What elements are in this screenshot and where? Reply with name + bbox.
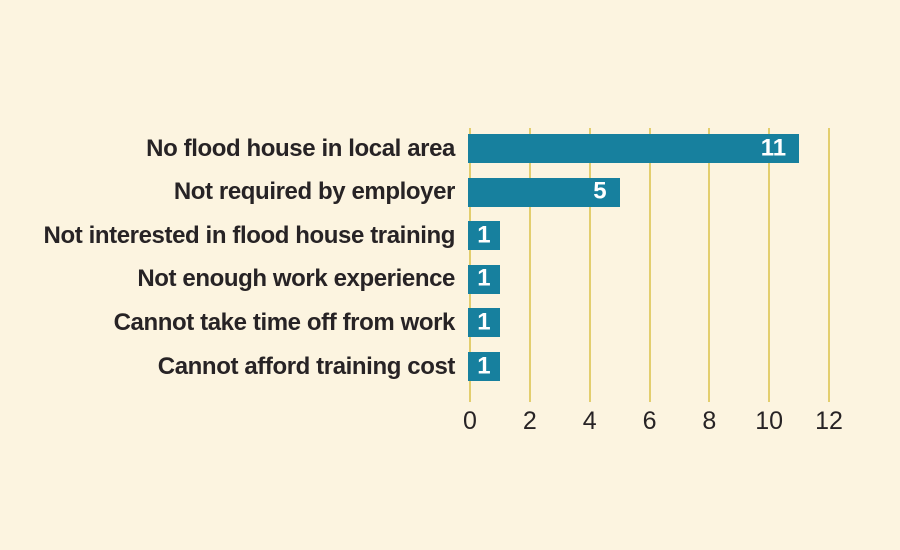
bar-value-label: 1 bbox=[477, 352, 491, 380]
bar: 1 bbox=[468, 352, 500, 381]
gridline bbox=[528, 128, 531, 402]
category-label: Not required by employer bbox=[173, 178, 456, 206]
x-tick-label: 10 bbox=[755, 407, 784, 435]
gridline bbox=[768, 128, 771, 402]
gridline bbox=[708, 128, 711, 402]
category-label: Not enough work experience bbox=[137, 265, 455, 293]
x-tick-label: 0 bbox=[463, 407, 477, 435]
bar: 11 bbox=[468, 134, 800, 163]
category-label: No flood house in local area bbox=[146, 134, 455, 162]
bar: 1 bbox=[468, 308, 500, 338]
bar-value-label: 5 bbox=[593, 177, 607, 205]
category-label: Cannot take time off from work bbox=[113, 308, 456, 336]
bar: 1 bbox=[468, 221, 500, 251]
bar-value-label: 11 bbox=[760, 134, 787, 162]
bar: 5 bbox=[468, 177, 620, 207]
gridline bbox=[828, 128, 831, 402]
category-label: Cannot afford training cost bbox=[157, 352, 456, 380]
x-tick-label: 4 bbox=[582, 407, 597, 435]
x-tick-label: 2 bbox=[522, 407, 537, 435]
bar-value-label: 1 bbox=[477, 221, 491, 249]
x-tick-label: 12 bbox=[815, 407, 843, 435]
x-tick-label: 6 bbox=[642, 407, 657, 435]
gridline bbox=[648, 128, 651, 402]
bar-value-label: 1 bbox=[477, 308, 491, 336]
gridline bbox=[588, 128, 591, 402]
category-label: Not interested in flood house training bbox=[43, 221, 456, 249]
bar-value-label: 1 bbox=[477, 264, 491, 292]
x-tick-label: 8 bbox=[702, 407, 717, 435]
bar: 1 bbox=[468, 264, 500, 294]
